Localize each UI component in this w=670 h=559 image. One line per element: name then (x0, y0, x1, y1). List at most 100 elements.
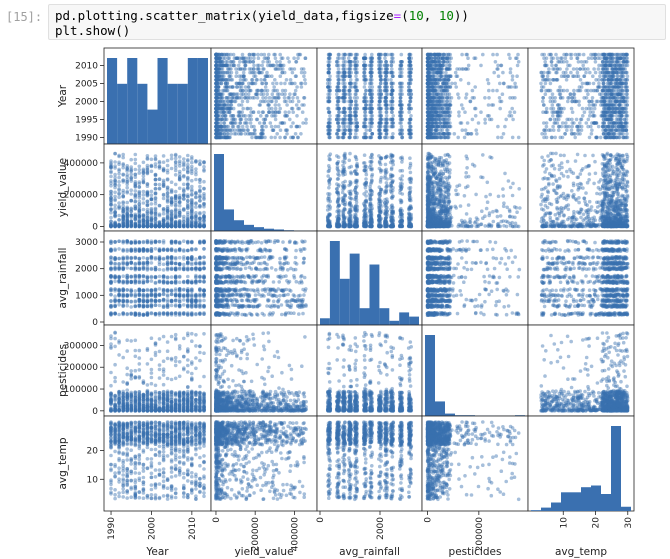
scatter-point (378, 132, 382, 136)
scatter-point (247, 81, 251, 86)
scatter-point (428, 52, 432, 57)
scatter-point (582, 74, 587, 78)
scatter-point (516, 60, 521, 64)
scatter-point (264, 124, 268, 129)
scatter-point (438, 110, 442, 114)
scatter-point (465, 52, 470, 57)
scatter-point (613, 110, 617, 114)
scatter-point (289, 124, 294, 129)
scatter-point (383, 135, 388, 140)
scatter-point (466, 81, 471, 86)
scatter-point (625, 96, 630, 100)
scatter-point (457, 96, 461, 100)
scatter-point (384, 60, 388, 64)
scatter-point (564, 78, 569, 82)
scatter-point (574, 74, 579, 78)
scatter-point (587, 135, 592, 140)
scatter-point (355, 52, 360, 57)
scatter-point (214, 99, 218, 104)
scatter-point (214, 124, 219, 129)
scatter-point (625, 88, 630, 93)
scatter-point (353, 56, 357, 60)
scatter-point (287, 110, 291, 114)
scatter-point (362, 132, 367, 136)
scatter-point (379, 52, 383, 57)
scatter-point (457, 110, 461, 114)
scatter-point (430, 78, 435, 82)
scatter-point (336, 52, 341, 57)
scatter-point (445, 92, 450, 96)
scatter-point (216, 52, 220, 57)
scatter-point (244, 88, 248, 93)
scatter-point (337, 110, 341, 114)
scatter-point (409, 114, 413, 118)
scatter-point (214, 70, 218, 75)
scatter-point (611, 52, 616, 57)
scatter-point (341, 110, 345, 114)
scatter-point (228, 121, 233, 125)
scatter-point (377, 67, 381, 71)
scatter-point (569, 56, 573, 60)
scatter-point (273, 110, 278, 114)
scatter-point (221, 114, 225, 118)
scatter-point (303, 56, 308, 60)
scatter-point (214, 78, 218, 82)
scatter-point (379, 114, 383, 118)
scatter-point (218, 60, 222, 64)
scatter-point (602, 52, 606, 57)
hist-bar (147, 109, 158, 144)
scatter-point (399, 124, 404, 129)
scatter-point (337, 117, 342, 122)
scatter-point (565, 124, 569, 129)
scatter-point (572, 96, 577, 100)
scatter-point (117, 188, 121, 192)
scatter-point (625, 132, 629, 136)
scatter-point (605, 67, 610, 71)
scatter-point (586, 81, 590, 86)
scatter-point (620, 114, 624, 118)
scatter-point (589, 132, 594, 136)
scatter-point (399, 52, 404, 57)
scatter-point (622, 106, 627, 111)
scatter-point (591, 114, 595, 118)
scatter-point (214, 56, 218, 60)
scatter-point (407, 56, 412, 60)
scatter-point (577, 52, 582, 57)
scatter-point (217, 92, 222, 96)
scatter-point (215, 117, 219, 122)
scatter-point (224, 96, 228, 100)
scatter-point (550, 96, 555, 100)
scatter-point (129, 175, 133, 180)
scatter-point (556, 128, 561, 132)
scatter-point (391, 74, 395, 78)
scatter-point (429, 81, 433, 86)
scatter-point (291, 96, 295, 100)
scatter-point (280, 70, 284, 75)
scatter-point (336, 60, 340, 64)
scatter-point (260, 110, 265, 114)
scatter-point (507, 114, 512, 118)
scatter-point (445, 132, 449, 136)
scatter-point (198, 184, 202, 189)
scatter-point (297, 106, 302, 111)
scatter-point (604, 60, 609, 64)
scatter-point (235, 128, 240, 132)
scatter-point (362, 56, 366, 60)
scatter-point (473, 114, 478, 118)
code-input[interactable]: pd.plotting.scatter_matrix(yield_data,fi… (48, 4, 666, 40)
scatter-point (273, 106, 278, 111)
scatter-point (592, 67, 596, 71)
scatter-point (625, 74, 630, 78)
scatter-point (445, 117, 450, 122)
scatter-point (569, 70, 573, 75)
scatter-point (437, 132, 441, 136)
scatter-point (587, 106, 591, 111)
scatter-point (349, 99, 354, 104)
scatter-point (409, 135, 413, 140)
scatter-point (369, 63, 374, 68)
scatter-point (252, 56, 256, 60)
scatter-point (326, 60, 331, 64)
scatter-point (229, 103, 233, 107)
scatter-point (274, 99, 279, 104)
scatter-point (283, 114, 287, 118)
